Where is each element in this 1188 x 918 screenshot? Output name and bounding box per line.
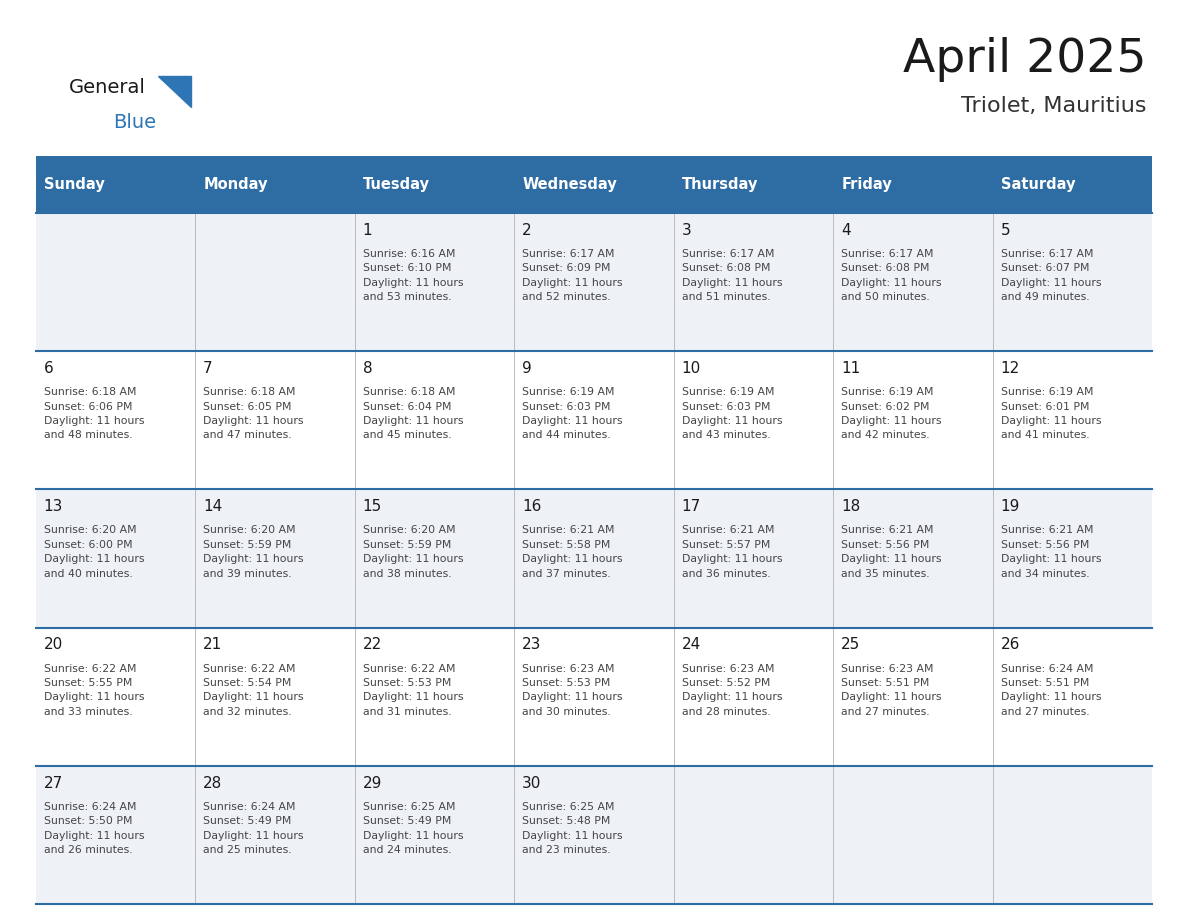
Text: April 2025: April 2025 — [903, 37, 1146, 82]
Text: Sunrise: 6:20 AM
Sunset: 6:00 PM
Daylight: 11 hours
and 40 minutes.: Sunrise: 6:20 AM Sunset: 6:00 PM Dayligh… — [44, 525, 144, 578]
Text: Sunrise: 6:22 AM
Sunset: 5:54 PM
Daylight: 11 hours
and 32 minutes.: Sunrise: 6:22 AM Sunset: 5:54 PM Dayligh… — [203, 664, 304, 717]
Text: 30: 30 — [523, 776, 542, 790]
Text: Sunrise: 6:18 AM
Sunset: 6:05 PM
Daylight: 11 hours
and 47 minutes.: Sunrise: 6:18 AM Sunset: 6:05 PM Dayligh… — [203, 387, 304, 441]
Text: 11: 11 — [841, 361, 860, 375]
Text: Sunrise: 6:25 AM
Sunset: 5:48 PM
Daylight: 11 hours
and 23 minutes.: Sunrise: 6:25 AM Sunset: 5:48 PM Dayligh… — [523, 802, 623, 856]
Text: 2: 2 — [523, 223, 532, 238]
FancyBboxPatch shape — [355, 156, 514, 213]
Text: Sunday: Sunday — [44, 177, 105, 192]
Text: Sunrise: 6:24 AM
Sunset: 5:49 PM
Daylight: 11 hours
and 25 minutes.: Sunrise: 6:24 AM Sunset: 5:49 PM Dayligh… — [203, 802, 304, 856]
Text: Sunrise: 6:21 AM
Sunset: 5:56 PM
Daylight: 11 hours
and 35 minutes.: Sunrise: 6:21 AM Sunset: 5:56 PM Dayligh… — [841, 525, 942, 578]
FancyBboxPatch shape — [674, 156, 833, 213]
Text: Sunrise: 6:19 AM
Sunset: 6:03 PM
Daylight: 11 hours
and 43 minutes.: Sunrise: 6:19 AM Sunset: 6:03 PM Dayligh… — [682, 387, 782, 441]
Text: Sunrise: 6:19 AM
Sunset: 6:01 PM
Daylight: 11 hours
and 41 minutes.: Sunrise: 6:19 AM Sunset: 6:01 PM Dayligh… — [1000, 387, 1101, 441]
Text: 1: 1 — [362, 223, 372, 238]
Text: 26: 26 — [1000, 637, 1020, 653]
FancyBboxPatch shape — [36, 213, 1152, 352]
Text: Friday: Friday — [841, 177, 892, 192]
Text: 25: 25 — [841, 637, 860, 653]
Polygon shape — [158, 76, 191, 107]
Text: Sunrise: 6:21 AM
Sunset: 5:56 PM
Daylight: 11 hours
and 34 minutes.: Sunrise: 6:21 AM Sunset: 5:56 PM Dayligh… — [1000, 525, 1101, 578]
Text: 4: 4 — [841, 223, 851, 238]
Text: 5: 5 — [1000, 223, 1011, 238]
Text: Sunrise: 6:17 AM
Sunset: 6:07 PM
Daylight: 11 hours
and 49 minutes.: Sunrise: 6:17 AM Sunset: 6:07 PM Dayligh… — [1000, 249, 1101, 302]
Text: Sunrise: 6:19 AM
Sunset: 6:02 PM
Daylight: 11 hours
and 42 minutes.: Sunrise: 6:19 AM Sunset: 6:02 PM Dayligh… — [841, 387, 942, 441]
Text: 14: 14 — [203, 499, 222, 514]
Text: 3: 3 — [682, 223, 691, 238]
Text: 23: 23 — [523, 637, 542, 653]
Text: 22: 22 — [362, 637, 381, 653]
Text: 20: 20 — [44, 637, 63, 653]
Text: Sunrise: 6:22 AM
Sunset: 5:53 PM
Daylight: 11 hours
and 31 minutes.: Sunrise: 6:22 AM Sunset: 5:53 PM Dayligh… — [362, 664, 463, 717]
Text: 16: 16 — [523, 499, 542, 514]
Text: 29: 29 — [362, 776, 383, 790]
Text: 28: 28 — [203, 776, 222, 790]
Text: Sunrise: 6:18 AM
Sunset: 6:06 PM
Daylight: 11 hours
and 48 minutes.: Sunrise: 6:18 AM Sunset: 6:06 PM Dayligh… — [44, 387, 144, 441]
Text: Sunrise: 6:17 AM
Sunset: 6:08 PM
Daylight: 11 hours
and 51 minutes.: Sunrise: 6:17 AM Sunset: 6:08 PM Dayligh… — [682, 249, 782, 302]
Text: General: General — [69, 78, 145, 97]
Text: 17: 17 — [682, 499, 701, 514]
Text: Sunrise: 6:20 AM
Sunset: 5:59 PM
Daylight: 11 hours
and 38 minutes.: Sunrise: 6:20 AM Sunset: 5:59 PM Dayligh… — [362, 525, 463, 578]
Text: Sunrise: 6:18 AM
Sunset: 6:04 PM
Daylight: 11 hours
and 45 minutes.: Sunrise: 6:18 AM Sunset: 6:04 PM Dayligh… — [362, 387, 463, 441]
Text: 21: 21 — [203, 637, 222, 653]
Text: Monday: Monday — [203, 177, 267, 192]
Text: Sunrise: 6:24 AM
Sunset: 5:51 PM
Daylight: 11 hours
and 27 minutes.: Sunrise: 6:24 AM Sunset: 5:51 PM Dayligh… — [1000, 664, 1101, 717]
Text: 10: 10 — [682, 361, 701, 375]
Text: Wednesday: Wednesday — [523, 177, 617, 192]
Text: Tuesday: Tuesday — [362, 177, 430, 192]
Text: Sunrise: 6:23 AM
Sunset: 5:52 PM
Daylight: 11 hours
and 28 minutes.: Sunrise: 6:23 AM Sunset: 5:52 PM Dayligh… — [682, 664, 782, 717]
Text: Triolet, Mauritius: Triolet, Mauritius — [961, 96, 1146, 117]
Text: 9: 9 — [523, 361, 532, 375]
Text: 27: 27 — [44, 776, 63, 790]
FancyBboxPatch shape — [36, 766, 1152, 904]
FancyBboxPatch shape — [993, 156, 1152, 213]
Text: Sunrise: 6:17 AM
Sunset: 6:08 PM
Daylight: 11 hours
and 50 minutes.: Sunrise: 6:17 AM Sunset: 6:08 PM Dayligh… — [841, 249, 942, 302]
Text: Sunrise: 6:25 AM
Sunset: 5:49 PM
Daylight: 11 hours
and 24 minutes.: Sunrise: 6:25 AM Sunset: 5:49 PM Dayligh… — [362, 802, 463, 856]
Text: Blue: Blue — [113, 113, 156, 132]
FancyBboxPatch shape — [36, 156, 195, 213]
FancyBboxPatch shape — [514, 156, 674, 213]
Text: 8: 8 — [362, 361, 372, 375]
Text: Sunrise: 6:21 AM
Sunset: 5:57 PM
Daylight: 11 hours
and 36 minutes.: Sunrise: 6:21 AM Sunset: 5:57 PM Dayligh… — [682, 525, 782, 578]
Text: 18: 18 — [841, 499, 860, 514]
Text: 13: 13 — [44, 499, 63, 514]
Text: 6: 6 — [44, 361, 53, 375]
Text: 7: 7 — [203, 361, 213, 375]
Text: Sunrise: 6:21 AM
Sunset: 5:58 PM
Daylight: 11 hours
and 37 minutes.: Sunrise: 6:21 AM Sunset: 5:58 PM Dayligh… — [523, 525, 623, 578]
Text: Sunrise: 6:16 AM
Sunset: 6:10 PM
Daylight: 11 hours
and 53 minutes.: Sunrise: 6:16 AM Sunset: 6:10 PM Dayligh… — [362, 249, 463, 302]
FancyBboxPatch shape — [833, 156, 993, 213]
Text: Sunrise: 6:19 AM
Sunset: 6:03 PM
Daylight: 11 hours
and 44 minutes.: Sunrise: 6:19 AM Sunset: 6:03 PM Dayligh… — [523, 387, 623, 441]
Text: Saturday: Saturday — [1000, 177, 1075, 192]
FancyBboxPatch shape — [195, 156, 355, 213]
Text: Thursday: Thursday — [682, 177, 758, 192]
Text: Sunrise: 6:23 AM
Sunset: 5:51 PM
Daylight: 11 hours
and 27 minutes.: Sunrise: 6:23 AM Sunset: 5:51 PM Dayligh… — [841, 664, 942, 717]
Text: 15: 15 — [362, 499, 381, 514]
Text: Sunrise: 6:22 AM
Sunset: 5:55 PM
Daylight: 11 hours
and 33 minutes.: Sunrise: 6:22 AM Sunset: 5:55 PM Dayligh… — [44, 664, 144, 717]
Text: 19: 19 — [1000, 499, 1020, 514]
FancyBboxPatch shape — [36, 352, 1152, 489]
Text: Sunrise: 6:23 AM
Sunset: 5:53 PM
Daylight: 11 hours
and 30 minutes.: Sunrise: 6:23 AM Sunset: 5:53 PM Dayligh… — [523, 664, 623, 717]
Text: 24: 24 — [682, 637, 701, 653]
Text: Sunrise: 6:24 AM
Sunset: 5:50 PM
Daylight: 11 hours
and 26 minutes.: Sunrise: 6:24 AM Sunset: 5:50 PM Dayligh… — [44, 802, 144, 856]
Text: 12: 12 — [1000, 361, 1020, 375]
Text: Sunrise: 6:20 AM
Sunset: 5:59 PM
Daylight: 11 hours
and 39 minutes.: Sunrise: 6:20 AM Sunset: 5:59 PM Dayligh… — [203, 525, 304, 578]
FancyBboxPatch shape — [36, 628, 1152, 766]
Text: Sunrise: 6:17 AM
Sunset: 6:09 PM
Daylight: 11 hours
and 52 minutes.: Sunrise: 6:17 AM Sunset: 6:09 PM Dayligh… — [523, 249, 623, 302]
FancyBboxPatch shape — [36, 489, 1152, 628]
